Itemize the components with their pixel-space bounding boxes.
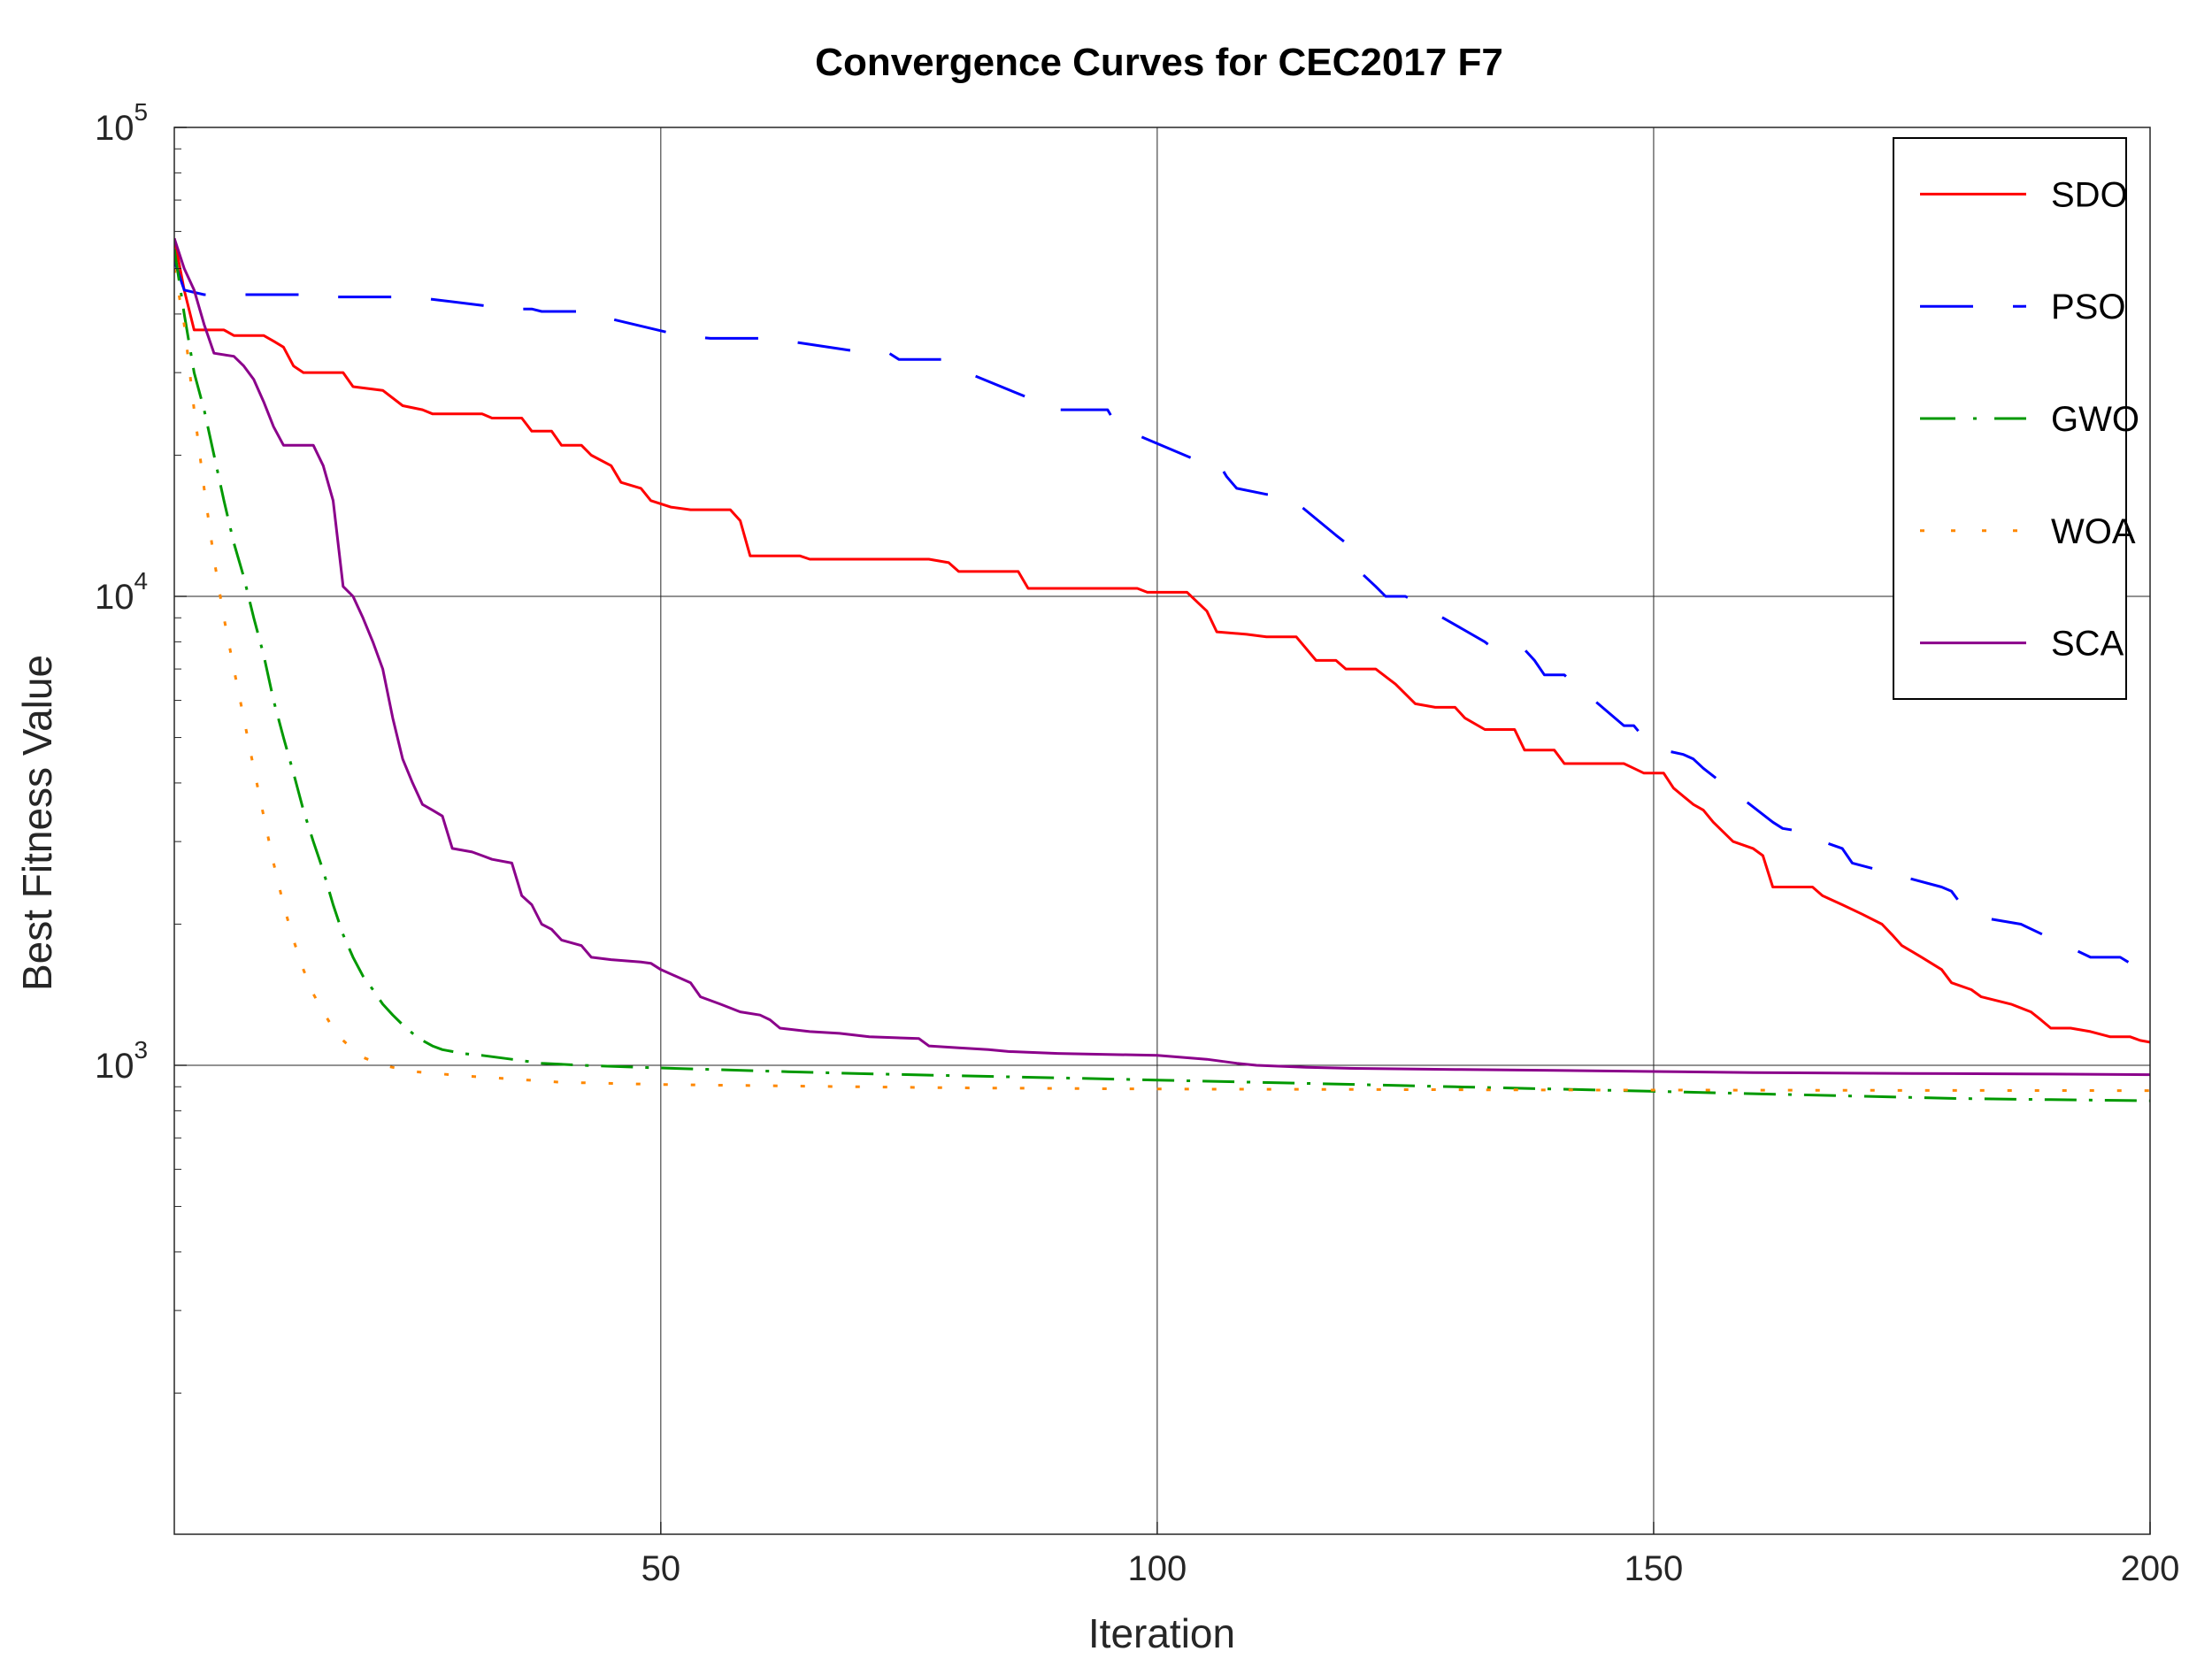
y-axis-label: Best Fitness Value	[14, 655, 60, 991]
series-layer	[174, 237, 2150, 1102]
legend-item-sdo: SDO	[1920, 175, 2128, 214]
plot-area	[174, 237, 2150, 1102]
legend-item-pso: PSO	[1920, 288, 2125, 326]
y-tick-label: 104	[95, 567, 148, 617]
x-tick-label: 100	[1128, 1549, 1187, 1588]
x-axis-label: Iteration	[1088, 1610, 1235, 1656]
y-axis-ticks: 103 104 105	[95, 98, 187, 1394]
x-axis-ticks: 50 100 150 200	[641, 1522, 2180, 1588]
legend-label: PSO	[2051, 288, 2125, 326]
x-tick-label: 200	[2121, 1549, 2180, 1588]
legend-label: GWO	[2051, 400, 2139, 439]
legend-label: SDO	[2051, 175, 2128, 214]
legend-item-gwo: GWO	[1920, 400, 2139, 439]
chart-title: Convergence Curves for CEC2017 F7	[815, 41, 1503, 84]
legend-label: SCA	[2051, 625, 2124, 664]
series-line-sdo	[174, 238, 2150, 1044]
legend: SDO PSO GWO WOA SCA	[1893, 137, 2139, 700]
x-tick-label: 50	[641, 1549, 681, 1588]
legend-item-sca: SCA	[1920, 625, 2124, 664]
axes-box	[173, 127, 2151, 1535]
series-line-woa	[174, 268, 2150, 1093]
y-tick-label: 105	[95, 98, 148, 148]
series-line-gwo	[174, 249, 2150, 1102]
x-tick-label: 150	[1624, 1549, 1684, 1588]
legend-item-woa: WOA	[1920, 512, 2136, 551]
y-tick-label: 103	[95, 1036, 148, 1086]
legend-label: WOA	[2051, 512, 2136, 551]
series-line-pso	[174, 260, 2150, 978]
series-line-sca	[174, 237, 2150, 1077]
